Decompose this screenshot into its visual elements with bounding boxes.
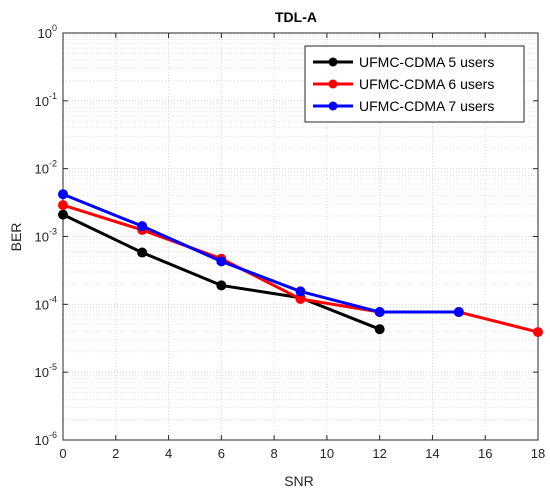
- series-3-point: [216, 256, 227, 267]
- legend-label-3: UFMC-CDMA 7 users: [359, 98, 494, 114]
- series-3-point: [453, 307, 464, 318]
- x-tick-label: 6: [218, 446, 225, 461]
- series-3-point: [295, 286, 306, 297]
- series-3-point: [137, 221, 148, 232]
- series-2-point: [58, 200, 68, 211]
- legend-label-1: UFMC-CDMA 5 users: [359, 54, 494, 70]
- x-tick-label: 2: [112, 446, 119, 461]
- x-tick-label: 18: [531, 446, 545, 461]
- y-tick-label: 10-5: [35, 362, 57, 380]
- y-tick-label: 10-3: [35, 227, 57, 245]
- x-tick-label: 12: [372, 446, 386, 461]
- series-1-point: [58, 209, 68, 220]
- y-tick-label: 100: [38, 23, 57, 41]
- series-lines: [58, 189, 543, 338]
- series-line-3: [61, 192, 461, 314]
- y-axis-label: BER: [8, 223, 24, 252]
- series-1-point: [216, 280, 227, 291]
- series-3-point: [374, 307, 385, 318]
- legend-marker-2: [328, 79, 338, 89]
- axes: 0 2 4 6 8 10 12 14 16 18 10-6 10-5 10-4 10-3 10-2 10-1 1…: [35, 23, 546, 461]
- series-2-point: [533, 327, 543, 338]
- legend-marker-3: [328, 101, 338, 111]
- x-tick-label: 8: [270, 446, 277, 461]
- y-tick-label: 10-4: [35, 294, 57, 312]
- x-tick-label: 4: [165, 446, 172, 461]
- y-tick-label: 10-1: [35, 91, 57, 109]
- x-tick-label: 14: [425, 446, 439, 461]
- y-tick-label: 10-6: [35, 430, 57, 448]
- x-tick-label: 0: [59, 446, 66, 461]
- legend-label-2: UFMC-CDMA 6 users: [359, 76, 494, 92]
- legend: UFMC-CDMA 5 users UFMC-CDMA 6 users UFMC-C…: [304, 45, 525, 123]
- series-1-point: [137, 247, 148, 258]
- x-tick-label: 10: [320, 446, 334, 461]
- chart-title: TDL-A: [275, 9, 317, 25]
- series-1-point: [374, 324, 385, 335]
- x-tick-label: 16: [478, 446, 492, 461]
- y-tick-label: 10-2: [35, 159, 57, 177]
- series-3-point: [58, 189, 68, 200]
- x-axis-label: SNR: [284, 473, 314, 489]
- legend-marker-1: [328, 57, 338, 67]
